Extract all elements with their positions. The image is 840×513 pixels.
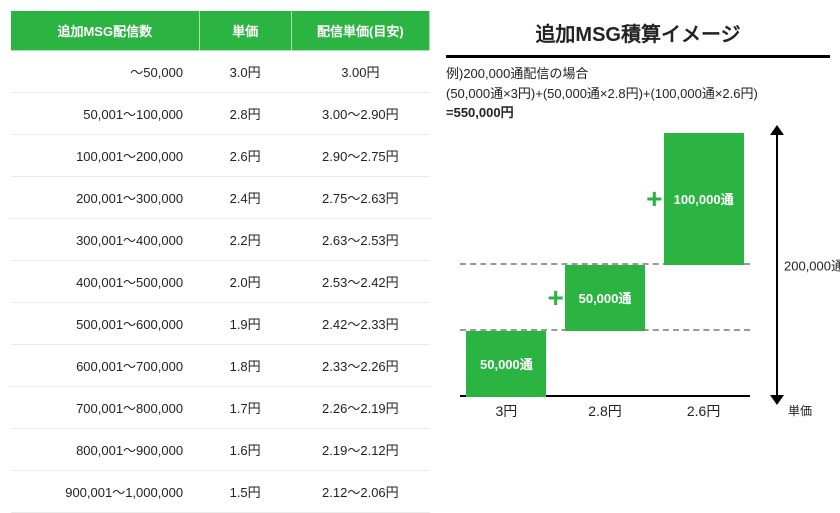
plus-icon: + — [646, 183, 662, 215]
table-row: 400,001～500,0002.0円2.53～2.42円 — [11, 261, 430, 303]
table-cell: 2.6円 — [199, 135, 291, 177]
table-cell: 2.53～2.42円 — [291, 261, 429, 303]
table-cell: 400,001～500,000 — [11, 261, 200, 303]
table-cell: 100,001～200,000 — [11, 135, 200, 177]
table-row: 800,001～900,0001.6円2.19～2.12円 — [11, 429, 430, 471]
x-axis-label: 単価 — [788, 402, 812, 419]
table-header-cell: 単価 — [199, 11, 291, 51]
table-row: 200,001～300,0002.4円2.75～2.63円 — [11, 177, 430, 219]
table-header-cell: 配信単価(目安) — [291, 11, 429, 51]
table-row: 50,001～100,0002.8円3.00～2.90円 — [11, 93, 430, 135]
table-cell: 300,001～400,000 — [11, 219, 200, 261]
chart-title: 追加MSG積算イメージ — [446, 10, 830, 58]
table-cell: 1.5円 — [199, 471, 291, 513]
table-cell: 2.0円 — [199, 261, 291, 303]
table-cell: 700,001～800,000 — [11, 387, 200, 429]
example-text: 例)200,000通配信の場合 (50,000通×3円)+(50,000通×2.… — [446, 64, 830, 123]
table-cell: 200,001～300,000 — [11, 177, 200, 219]
table-cell: 3.00円 — [291, 51, 429, 93]
table-cell: 2.75～2.63円 — [291, 177, 429, 219]
x-tick-label: 2.8円 — [575, 401, 635, 421]
bar: 100,000通 — [664, 133, 744, 265]
table-cell: 1.6円 — [199, 429, 291, 471]
table-row: 600,001～700,0001.8円2.33～2.26円 — [11, 345, 430, 387]
table-cell: 2.63～2.53円 — [291, 219, 429, 261]
stacked-chart: 50,000通50,000通100,000通++ 200,000通 単価 3円2… — [446, 133, 830, 433]
table-row: 700,001～800,0001.7円2.26～2.19円 — [11, 387, 430, 429]
table-cell: 900,001～1,000,000 — [11, 471, 200, 513]
pricing-table: 追加MSG配信数単価配信単価(目安) ～50,0003.0円3.00円50,00… — [10, 10, 430, 513]
table-cell: 2.90～2.75円 — [291, 135, 429, 177]
example-line-2: (50,000通×3円)+(50,000通×2.8円)+(100,000通×2.… — [446, 84, 830, 104]
total-bracket: 200,000通 — [758, 133, 828, 397]
example-total: =550,000円 — [446, 103, 830, 123]
table-cell: 800,001～900,000 — [11, 429, 200, 471]
table-cell: 2.33～2.26円 — [291, 345, 429, 387]
table-row: 300,001～400,0002.2円2.63～2.53円 — [11, 219, 430, 261]
table-row: 500,001～600,0001.9円2.42～2.33円 — [11, 303, 430, 345]
x-tick-label: 2.6円 — [674, 401, 734, 421]
table-cell: 3.0円 — [199, 51, 291, 93]
table-cell: 500,001～600,000 — [11, 303, 200, 345]
bar-slot: 50,000通 — [466, 133, 546, 397]
table-cell: 3.00～2.90円 — [291, 93, 429, 135]
table-cell: 2.42～2.33円 — [291, 303, 429, 345]
x-tick-label: 3円 — [476, 401, 536, 421]
example-line-1: 例)200,000通配信の場合 — [446, 64, 830, 84]
plus-icon: + — [548, 282, 564, 314]
table-cell: 50,001～100,000 — [11, 93, 200, 135]
table-cell: ～50,000 — [11, 51, 200, 93]
table-cell: 1.7円 — [199, 387, 291, 429]
table-row: ～50,0003.0円3.00円 — [11, 51, 430, 93]
table-row: 900,001～1,000,0001.5円2.12～2.06円 — [11, 471, 430, 513]
table-cell: 2.8円 — [199, 93, 291, 135]
bracket-label: 200,000通 — [784, 255, 840, 274]
table-header-cell: 追加MSG配信数 — [11, 11, 200, 51]
table-cell: 2.12～2.06円 — [291, 471, 429, 513]
bar-slot: 100,000通 — [664, 133, 744, 397]
bar-slot: 50,000通 — [565, 133, 645, 397]
table-cell: 1.9円 — [199, 303, 291, 345]
table-row: 100,001～200,0002.6円2.90～2.75円 — [11, 135, 430, 177]
bar: 50,000通 — [565, 265, 645, 331]
table-cell: 2.26～2.19円 — [291, 387, 429, 429]
table-cell: 600,001～700,000 — [11, 345, 200, 387]
table-cell: 2.4円 — [199, 177, 291, 219]
table-cell: 2.2円 — [199, 219, 291, 261]
bar: 50,000通 — [466, 331, 546, 397]
table-cell: 2.19～2.12円 — [291, 429, 429, 471]
table-cell: 1.8円 — [199, 345, 291, 387]
